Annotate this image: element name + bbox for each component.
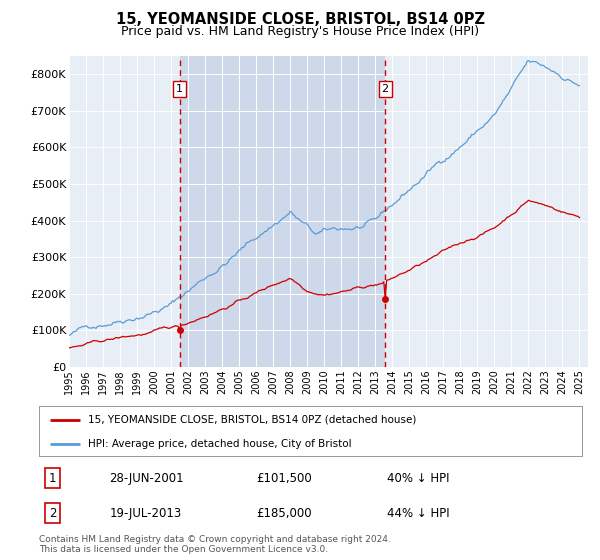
Text: 44% ↓ HPI: 44% ↓ HPI — [386, 506, 449, 520]
Text: Price paid vs. HM Land Registry's House Price Index (HPI): Price paid vs. HM Land Registry's House … — [121, 25, 479, 39]
Text: 28-JUN-2001: 28-JUN-2001 — [110, 472, 184, 485]
Text: £185,000: £185,000 — [256, 506, 312, 520]
Text: 1: 1 — [49, 472, 56, 485]
Text: 15, YEOMANSIDE CLOSE, BRISTOL, BS14 0PZ: 15, YEOMANSIDE CLOSE, BRISTOL, BS14 0PZ — [115, 12, 485, 27]
Text: Contains HM Land Registry data © Crown copyright and database right 2024.
This d: Contains HM Land Registry data © Crown c… — [39, 535, 391, 554]
Text: 2: 2 — [49, 506, 56, 520]
Text: HPI: Average price, detached house, City of Bristol: HPI: Average price, detached house, City… — [88, 439, 352, 449]
Text: £101,500: £101,500 — [256, 472, 312, 485]
Text: 19-JUL-2013: 19-JUL-2013 — [110, 506, 182, 520]
Text: 1: 1 — [176, 84, 183, 94]
Text: 15, YEOMANSIDE CLOSE, BRISTOL, BS14 0PZ (detached house): 15, YEOMANSIDE CLOSE, BRISTOL, BS14 0PZ … — [88, 414, 416, 424]
Text: 40% ↓ HPI: 40% ↓ HPI — [386, 472, 449, 485]
Text: 2: 2 — [382, 84, 389, 94]
Bar — [179, 56, 385, 367]
